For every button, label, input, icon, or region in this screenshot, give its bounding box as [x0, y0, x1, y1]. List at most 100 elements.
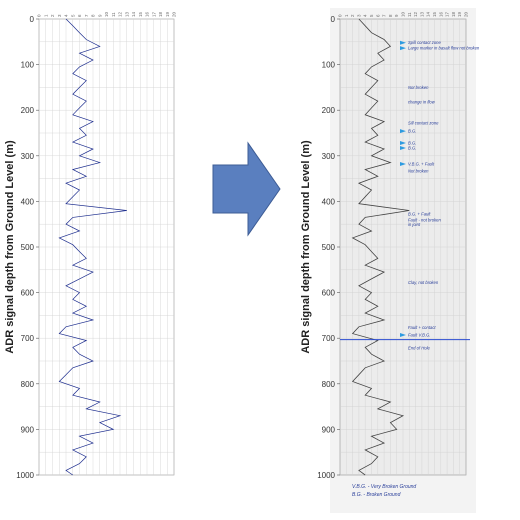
- y-tick-label: 0: [331, 15, 336, 24]
- top-axis-tick-label: 8: [91, 14, 96, 17]
- y-tick-label: 900: [322, 425, 336, 434]
- legend-entry: V.B.G. - Very Broken Ground: [352, 484, 416, 490]
- y-tick-label: 700: [21, 334, 35, 343]
- top-axis-tick-label: 11: [407, 12, 412, 17]
- annotation-text: Spill contact zone: [408, 40, 441, 45]
- right-top-axis: 0 1 2 3 4 5 6 7 8 9 10 11 12 13 14 15 16 17 18 19 20: [338, 11, 469, 17]
- left-grid: [38, 18, 175, 476]
- top-axis-tick-label: 6: [77, 14, 82, 17]
- annotation-text: Not broken: [408, 85, 429, 90]
- right-annotated-depth-log-chart: 0 1 2 3 4 5 6 7 8 9 10 11 12 13 14 15 16 17 18 19 20 0100200…: [300, 8, 480, 513]
- annotation-marker-icon: [400, 333, 406, 338]
- right-y-axis-label: ADR signal depth from Ground Level (m): [300, 140, 312, 354]
- annotation-text: End of Hole: [408, 346, 431, 351]
- y-tick-label: 600: [322, 289, 336, 298]
- annotation-marker-icon: [400, 129, 406, 134]
- left-y-axis-ticks: 0 100 200 300 400 500 600 700 800 900 1000: [16, 15, 39, 480]
- y-tick-label: 400: [21, 197, 35, 206]
- y-tick-label: 700: [322, 334, 336, 343]
- top-axis-tick-label: 17: [151, 11, 156, 17]
- top-axis-tick-label: 11: [111, 12, 116, 17]
- legend-entry: B.G. - Broken Ground: [352, 492, 401, 498]
- annotation-text: V.B.G. + Fault: [408, 162, 435, 167]
- annotation-marker-icon: [400, 146, 406, 151]
- annotation-text: B.G.: [408, 146, 416, 151]
- top-axis-tick-label: 1: [344, 14, 349, 17]
- top-axis-tick-label: 19: [165, 11, 170, 17]
- annotation-text: Fault + contact: [408, 325, 436, 330]
- top-axis-tick-label: 13: [124, 11, 129, 17]
- handwritten-legend: V.B.G. - Very Broken Ground B.G. - Broken…: [352, 484, 416, 498]
- right-block-arrow-icon: [212, 141, 281, 237]
- top-axis-tick-label: 5: [369, 14, 374, 17]
- left-top-axis: 0 1 2 3 4 5 6 7 8 9 10 11 12 13 14 15 16 17 18 19 20: [37, 11, 177, 17]
- top-axis-tick-label: 10: [104, 11, 109, 17]
- y-tick-label: 300: [21, 152, 35, 161]
- annotation-text: Not broken: [408, 168, 429, 173]
- annotation-marker-icon: [400, 40, 406, 45]
- top-axis-tick-label: 16: [145, 11, 150, 17]
- left-signal-trace: [58, 18, 127, 476]
- top-axis-tick-label: 6: [375, 14, 380, 17]
- top-axis-tick-label: 3: [57, 14, 62, 17]
- y-tick-label: 100: [322, 61, 336, 70]
- right-signal-trace: [351, 18, 410, 476]
- top-axis-tick-label: 17: [445, 11, 450, 17]
- top-axis-tick-label: 10: [401, 11, 406, 17]
- annotation-marker-icon: [400, 162, 406, 167]
- top-axis-tick-label: 7: [84, 14, 89, 17]
- y-tick-label: 1000: [16, 471, 34, 480]
- top-axis-tick-label: 5: [70, 14, 75, 17]
- top-axis-tick-label: 16: [438, 11, 443, 17]
- top-axis-tick-label: 4: [64, 14, 69, 17]
- annotation-text: Sill contact zone: [408, 120, 439, 125]
- top-axis-tick-label: 18: [158, 11, 163, 17]
- y-tick-label: 800: [322, 380, 336, 389]
- annotation-text: Clay, not broken: [408, 280, 439, 285]
- left-depth-log-chart: 0 1 2 3 4 5 6 7 8 9 10 11 12 13 14 15 16 17 18 19 20 0100200…: [4, 11, 177, 480]
- annotation-text: in joint: [408, 222, 421, 227]
- annotation-text: B.G.: [408, 141, 416, 146]
- top-axis-tick-label: 14: [131, 11, 136, 17]
- annotation-text: B.G. + Fault: [408, 212, 431, 217]
- top-axis-tick-label: 12: [118, 11, 123, 17]
- top-axis-tick-label: 13: [419, 11, 424, 17]
- annotation-text: change in flow: [408, 99, 436, 104]
- y-tick-label: 1000: [317, 471, 335, 480]
- right-y-axis-ticks: 0 100 200 300 400 500 600 700 800 900 1000: [317, 15, 340, 480]
- annotation-text: B.G.: [408, 129, 416, 134]
- y-tick-label: 100: [21, 61, 35, 70]
- top-axis-tick-label: 0: [338, 14, 343, 17]
- annotation-text: Fault V.B.G.: [408, 333, 431, 338]
- y-tick-label: 800: [21, 380, 35, 389]
- top-axis-tick-label: 2: [50, 14, 55, 17]
- y-tick-label: 900: [21, 425, 35, 434]
- top-axis-tick-label: 8: [388, 14, 393, 17]
- top-axis-tick-label: 15: [138, 11, 143, 17]
- y-tick-label: 300: [322, 152, 336, 161]
- top-axis-tick-label: 20: [464, 11, 469, 17]
- y-tick-label: 400: [322, 197, 336, 206]
- annotation-marker-icon: [400, 141, 406, 146]
- annotation-text: Large marker in basalt flow not broken: [408, 46, 480, 51]
- top-axis-tick-label: 15: [432, 11, 437, 17]
- top-axis-tick-label: 9: [394, 14, 399, 17]
- top-axis-tick-label: 9: [97, 14, 102, 17]
- top-axis-tick-label: 19: [457, 11, 462, 17]
- top-axis-tick-label: 7: [382, 14, 387, 17]
- top-axis-tick-label: 2: [350, 14, 355, 17]
- annotation-marker-icon: [400, 46, 406, 51]
- top-axis-tick-label: 14: [426, 11, 431, 17]
- top-axis-tick-label: 20: [172, 11, 177, 17]
- y-tick-label: 500: [21, 243, 35, 252]
- top-axis-tick-label: 12: [413, 11, 418, 17]
- y-tick-label: 0: [30, 15, 35, 24]
- y-tick-label: 200: [322, 106, 336, 115]
- top-axis-tick-label: 4: [363, 14, 368, 17]
- right-grid: [339, 18, 467, 476]
- y-tick-label: 200: [21, 106, 35, 115]
- top-axis-tick-label: 18: [451, 11, 456, 17]
- left-y-axis-label: ADR signal depth from Ground Level (m): [4, 140, 16, 354]
